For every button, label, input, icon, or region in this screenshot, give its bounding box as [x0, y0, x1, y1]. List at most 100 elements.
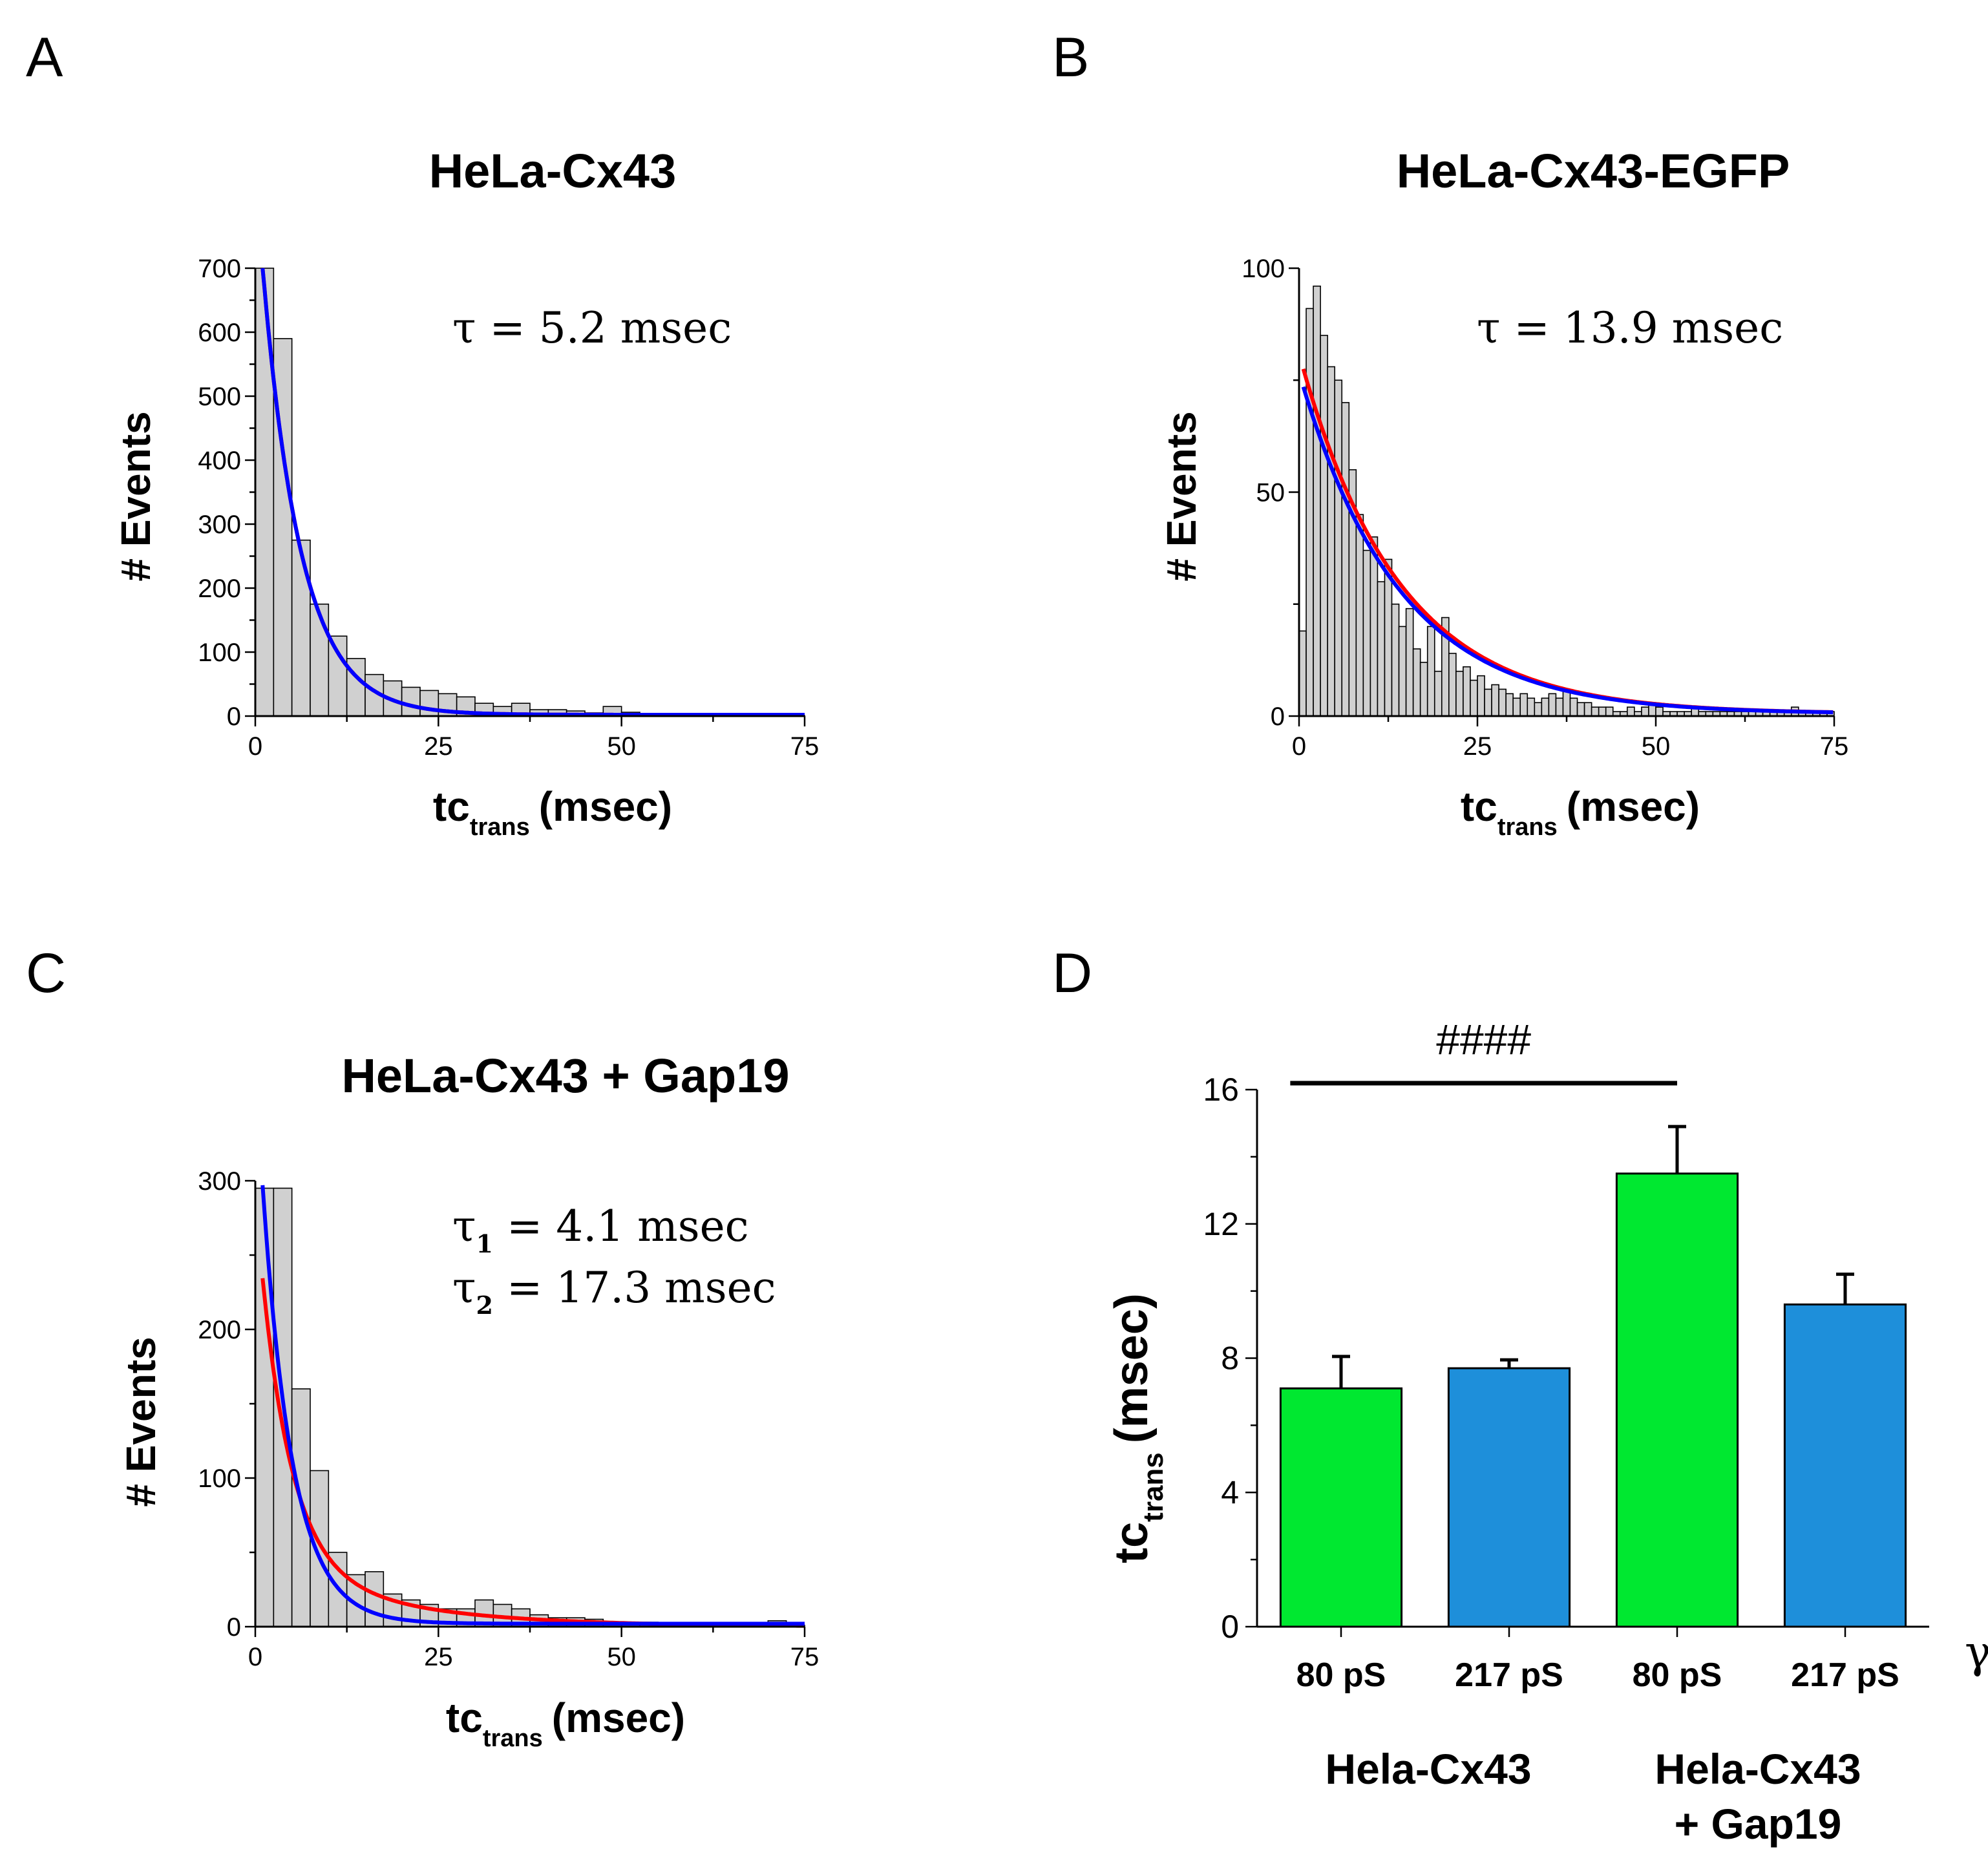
histogram-bar	[1519, 693, 1528, 717]
category-label: 217 pS	[1791, 1656, 1899, 1694]
panel-b-xlabel-unit: (msec)	[1567, 783, 1700, 830]
panel-d-ylabel-unit: (msec)	[1106, 1293, 1158, 1443]
y-tick-label: 200	[198, 1316, 241, 1344]
histogram-bar	[1313, 285, 1321, 717]
histogram-bar	[1505, 693, 1514, 717]
panel-a-axes: 0 100 200 300 400 500 600 700 0 25 50 75	[198, 255, 819, 761]
y-tick-label: 16	[1203, 1072, 1239, 1108]
y-tick-label: 50	[1256, 479, 1285, 507]
panel-a: A HeLa-Cx43 τ = 5.2 msec 0 100 200 300 400 50…	[26, 26, 819, 841]
x-tick-label: 25	[1463, 732, 1492, 761]
y-tick-label: 0	[1271, 703, 1285, 731]
histogram-bar	[1527, 697, 1536, 717]
histogram-bar	[1591, 706, 1600, 717]
histogram-bar	[1362, 549, 1371, 717]
panel-b-annotation: τ = 13.9 msec	[1477, 303, 1783, 353]
x-tick-label: 0	[248, 732, 262, 761]
histogram-bar	[1655, 706, 1664, 717]
panel-a-xlabel: tctrans (msec)	[433, 783, 672, 841]
y-tick-label: 500	[198, 383, 241, 411]
histogram-bar	[1334, 379, 1343, 717]
bar	[1279, 1387, 1403, 1628]
x-tick-label: 50	[607, 1643, 636, 1671]
panel-letter-c: C	[26, 942, 66, 1004]
panel-letter-b: B	[1052, 26, 1089, 89]
histogram-bar	[1491, 684, 1499, 717]
panel-a-xlabel-main: tc	[433, 783, 470, 830]
panel-c-axes: 0 100 200 300 0 25 50 75	[198, 1167, 819, 1671]
panel-d-group-2-line2: + Gap19	[1675, 1800, 1842, 1848]
histogram-bar	[1341, 402, 1350, 717]
histogram-bar	[291, 539, 311, 717]
y-tick-label: 0	[227, 1613, 241, 1642]
histogram-bar	[310, 1470, 330, 1627]
x-tick-label: 75	[790, 1643, 820, 1671]
histogram-bar	[419, 690, 439, 717]
histogram-bar	[1641, 706, 1649, 717]
histogram-bar	[1541, 697, 1550, 717]
panel-a-xlabel-unit: (msec)	[539, 783, 672, 830]
significance-label: ####	[1436, 1015, 1531, 1063]
bar	[1615, 1172, 1739, 1628]
y-tick-label: 100	[198, 1464, 241, 1493]
y-tick-label: 300	[198, 1167, 241, 1196]
panel-d-ylabel: tctrans (msec)	[1106, 1293, 1169, 1563]
panel-d: D 80 pS 217 pS 80 pS 217 pS 0 4 8 12 16 #### tct…	[1052, 942, 1988, 1848]
fit-red-curve	[260, 1278, 805, 1628]
histogram-bar	[1569, 697, 1578, 717]
category-label: 80 pS	[1633, 1656, 1722, 1694]
x-tick-label: 75	[790, 732, 820, 761]
histogram-bar	[1576, 702, 1585, 717]
panel-letter-d: D	[1052, 942, 1092, 1004]
panel-d-axes: 80 pS 217 pS 80 pS 217 pS 0 4 8 12 16	[1203, 1072, 1929, 1694]
x-tick-label: 75	[1820, 732, 1849, 761]
panel-c-fits	[260, 1185, 805, 1628]
fit-blue-curve	[260, 1185, 805, 1626]
panel-c: C HeLa-Cx43 + Gap19 τ1 = 4.1 msec τ2 = 1…	[26, 942, 819, 1752]
histogram-bar	[1355, 514, 1364, 717]
panel-b: B HeLa-Cx43-EGFP τ = 13.9 msec 0 50 100 0 25…	[1052, 26, 1848, 841]
histogram-bar	[1405, 608, 1414, 717]
histogram-bar	[1555, 697, 1564, 717]
panel-d-group-2: Hela-Cx43	[1655, 1745, 1861, 1793]
y-tick-label: 100	[1242, 255, 1285, 283]
panel-d-ylabel-main: tc	[1106, 1522, 1158, 1563]
panel-c-annotation-1: τ1 = 4.1 msec	[452, 1201, 749, 1258]
y-tick-label: 100	[198, 639, 241, 667]
panel-b-xlabel-main: tc	[1461, 783, 1497, 830]
y-tick-label: 700	[198, 255, 241, 283]
panel-a-ylabel: # Events	[112, 411, 159, 581]
panel-c-annotation-2: τ2 = 17.3 msec	[452, 1263, 776, 1320]
fit-blue-curve	[1301, 386, 1834, 715]
histogram-bar	[328, 635, 348, 717]
x-tick-label: 25	[424, 1643, 453, 1671]
panel-d-group-1: Hela-Cx43	[1325, 1745, 1531, 1793]
histogram-bar	[1433, 670, 1443, 717]
y-tick-label: 0	[227, 703, 241, 731]
histogram-bar	[1484, 688, 1492, 717]
histogram-bar	[1369, 536, 1379, 717]
histogram-bar	[1477, 675, 1485, 717]
panel-a-title: HeLa-Cx43	[429, 144, 677, 198]
fit-blue-curve	[260, 268, 805, 717]
panel-b-axes: 0 50 100 0 25 50 75	[1242, 255, 1848, 761]
bar	[1783, 1303, 1907, 1628]
histogram-bar	[1548, 693, 1557, 717]
panel-b-fits	[1301, 368, 1834, 715]
y-tick-label: 200	[198, 575, 241, 603]
panel-a-xlabel-sub: trans	[470, 814, 530, 841]
category-label: 217 pS	[1455, 1656, 1563, 1694]
panel-b-ylabel: # Events	[1158, 411, 1205, 581]
histogram-bar	[1534, 702, 1543, 717]
y-tick-label: 12	[1203, 1206, 1239, 1242]
histogram-bar	[1306, 308, 1314, 717]
histogram-bar	[310, 603, 330, 717]
histogram-bar	[1298, 630, 1307, 717]
y-tick-label: 300	[198, 511, 241, 539]
y-tick-label: 8	[1221, 1340, 1239, 1377]
y-tick-label: 0	[1221, 1609, 1239, 1645]
panel-d-gamma-label: γ	[1965, 1627, 1988, 1678]
panel-c-xlabel: tctrans (msec)	[446, 1695, 685, 1752]
panel-a-fits	[260, 268, 805, 717]
histogram-bar	[1419, 662, 1428, 717]
